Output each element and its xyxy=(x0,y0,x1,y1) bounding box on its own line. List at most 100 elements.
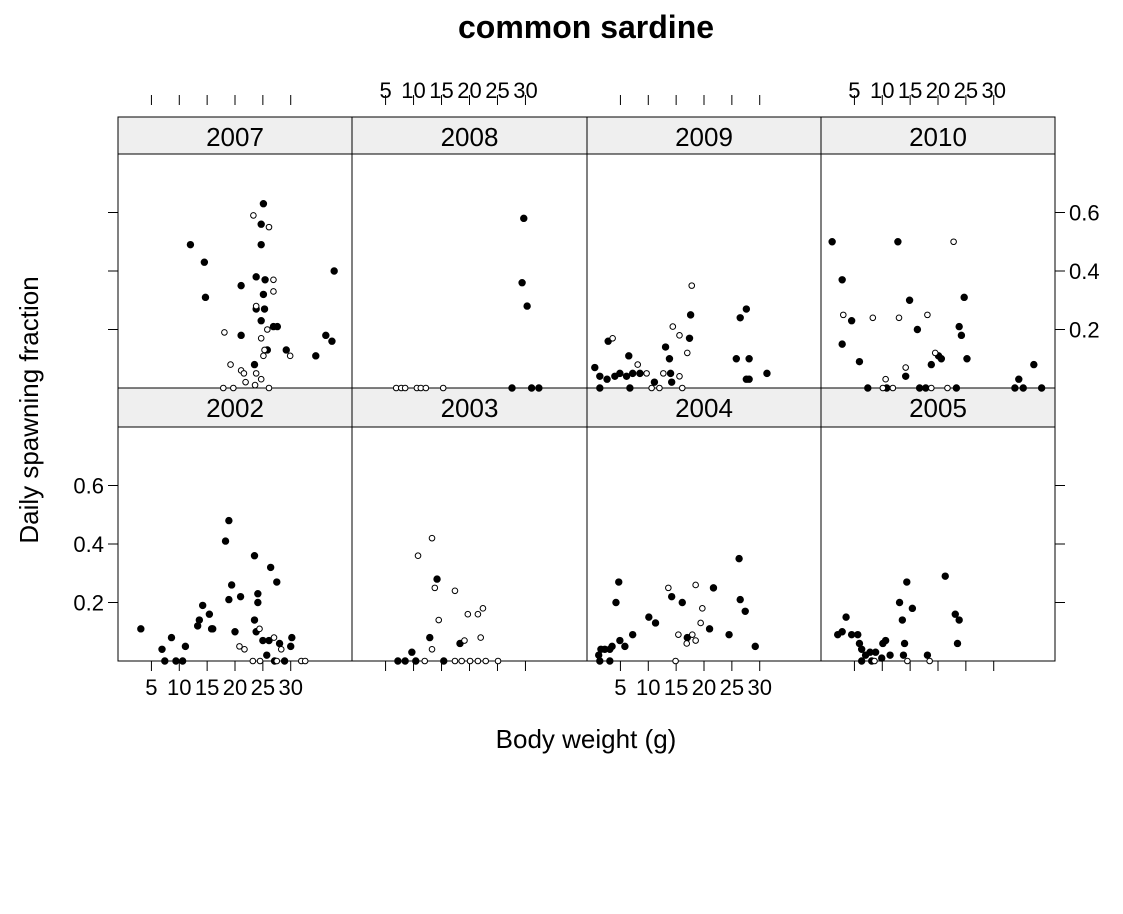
data-point xyxy=(221,329,228,336)
data-point xyxy=(249,657,257,665)
data-point xyxy=(241,646,248,653)
data-point xyxy=(137,625,145,633)
data-point xyxy=(665,355,674,363)
data-point xyxy=(895,598,904,607)
data-point xyxy=(254,590,262,598)
data-point xyxy=(889,384,897,392)
data-point xyxy=(433,575,441,583)
data-point xyxy=(261,276,269,284)
data-point xyxy=(686,311,695,319)
data-point xyxy=(847,630,856,639)
data-point xyxy=(466,657,474,665)
data-point xyxy=(615,578,623,586)
data-point xyxy=(178,657,187,665)
panel-frame xyxy=(351,153,588,389)
data-point xyxy=(518,279,526,287)
data-point xyxy=(963,355,971,363)
data-point xyxy=(259,290,268,299)
data-point xyxy=(683,349,691,357)
data-point xyxy=(257,317,265,325)
data-point xyxy=(665,584,672,592)
data-point xyxy=(828,238,836,246)
y-tick-label: 0.4 xyxy=(1069,259,1100,284)
data-point xyxy=(924,311,931,319)
data-point xyxy=(273,657,281,665)
data-point xyxy=(944,384,951,392)
data-point xyxy=(955,322,963,331)
data-point xyxy=(628,369,637,378)
data-point xyxy=(626,384,634,392)
data-point xyxy=(282,346,290,354)
data-point xyxy=(288,633,296,642)
data-point xyxy=(622,372,631,380)
data-point xyxy=(412,657,420,665)
panel-title: 2010 xyxy=(909,122,967,152)
data-point xyxy=(741,607,749,615)
data-point xyxy=(451,587,459,595)
panel-frame xyxy=(586,153,822,389)
data-point xyxy=(256,657,264,665)
data-point xyxy=(265,223,273,231)
data-point xyxy=(1015,375,1023,383)
data-point xyxy=(221,537,230,545)
data-point xyxy=(735,554,743,563)
data-point xyxy=(277,646,285,653)
data-point xyxy=(950,238,957,246)
data-point xyxy=(167,633,176,642)
data-point xyxy=(260,305,269,313)
data-point xyxy=(408,648,416,656)
data-point xyxy=(857,645,866,653)
data-point xyxy=(230,384,237,392)
data-point xyxy=(401,384,409,392)
panel-title: 2007 xyxy=(206,122,264,152)
data-point xyxy=(905,296,914,304)
data-point xyxy=(250,616,259,624)
data-point xyxy=(330,267,338,275)
data-point xyxy=(237,281,245,290)
data-point xyxy=(692,637,699,644)
data-point xyxy=(603,375,611,383)
data-point xyxy=(458,657,465,665)
data-point xyxy=(201,293,210,302)
data-point xyxy=(535,384,543,392)
data-point xyxy=(259,200,268,208)
data-point xyxy=(960,293,968,302)
data-point xyxy=(904,657,911,665)
data-point xyxy=(951,610,959,618)
strip xyxy=(117,387,353,428)
x-tick-label: 15 xyxy=(429,78,453,103)
x-tick-label: 5 xyxy=(379,78,391,103)
data-point xyxy=(252,302,260,310)
data-point xyxy=(879,639,887,648)
data-point xyxy=(205,610,214,618)
y-tick-label: 0.2 xyxy=(73,591,104,616)
x-tick-label: 10 xyxy=(167,675,191,700)
data-point xyxy=(261,346,268,354)
data-point xyxy=(158,645,166,653)
panel-frame xyxy=(117,426,353,662)
panel-title: 2003 xyxy=(441,393,499,423)
data-point xyxy=(709,584,718,592)
data-point xyxy=(431,584,439,592)
data-point xyxy=(250,212,257,219)
data-point xyxy=(257,220,265,228)
y-tick-label: 0.6 xyxy=(73,474,104,499)
data-point xyxy=(251,381,259,389)
data-point xyxy=(656,384,663,392)
data-point xyxy=(195,616,204,624)
data-point xyxy=(901,372,910,380)
data-point xyxy=(736,595,744,604)
data-point xyxy=(857,657,866,665)
data-point xyxy=(871,648,880,656)
data-point xyxy=(482,657,490,665)
panel-frame xyxy=(820,426,1056,662)
data-point xyxy=(928,384,935,392)
data-point xyxy=(839,311,847,319)
data-point xyxy=(260,352,267,360)
data-point xyxy=(895,314,903,322)
data-point xyxy=(667,378,676,386)
data-point xyxy=(952,384,961,392)
data-point xyxy=(676,332,683,339)
data-point xyxy=(270,288,277,295)
